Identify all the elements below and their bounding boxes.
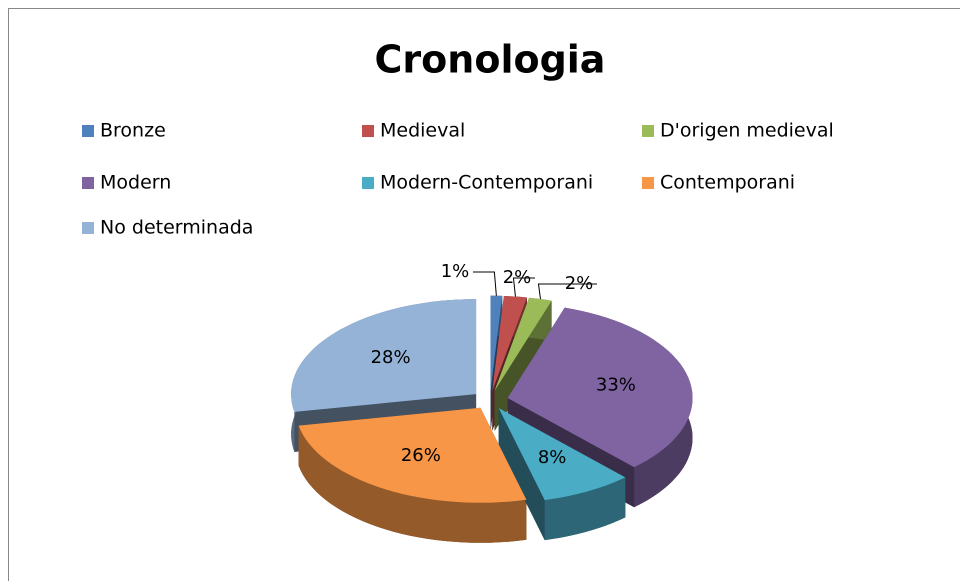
legend-label: Modern xyxy=(100,172,171,194)
data-label: 2% xyxy=(565,273,594,294)
pie-slice xyxy=(492,296,527,391)
pie-slice xyxy=(490,295,503,391)
pie-slice xyxy=(507,307,693,468)
legend-swatch xyxy=(362,177,374,189)
legend-label: Medieval xyxy=(380,120,465,142)
data-label: 8% xyxy=(538,447,567,468)
legend-swatch xyxy=(82,177,94,189)
legend-label: Bronze xyxy=(100,120,166,142)
pie-slice xyxy=(494,297,552,391)
legend-label: Contemporani xyxy=(660,172,795,194)
leader-line xyxy=(512,277,535,297)
leader-line xyxy=(473,271,497,296)
legend-swatch xyxy=(362,125,374,137)
pie-slice xyxy=(498,408,626,501)
data-label: 28% xyxy=(371,347,411,368)
data-label: 26% xyxy=(401,445,441,466)
legend-swatch xyxy=(82,125,94,137)
legend-swatch xyxy=(642,177,654,189)
leader-line xyxy=(537,283,597,300)
data-label: 33% xyxy=(596,375,636,396)
data-label: 2% xyxy=(503,267,532,288)
legend-label: Modern-Contemporani xyxy=(380,172,593,194)
legend-label: No determinada xyxy=(100,217,253,239)
pie-slice xyxy=(298,407,527,503)
legend-swatch xyxy=(82,222,94,234)
slice-wall xyxy=(498,408,545,541)
slice-side xyxy=(544,477,626,541)
chart-title: Cronologia xyxy=(375,38,606,82)
pie-slice xyxy=(291,299,477,412)
legend-swatch xyxy=(642,125,654,137)
legend-label: D'origen medieval xyxy=(660,120,834,142)
pie-tops xyxy=(291,295,693,503)
data-label: 1% xyxy=(441,261,470,282)
slice-side xyxy=(298,425,527,543)
